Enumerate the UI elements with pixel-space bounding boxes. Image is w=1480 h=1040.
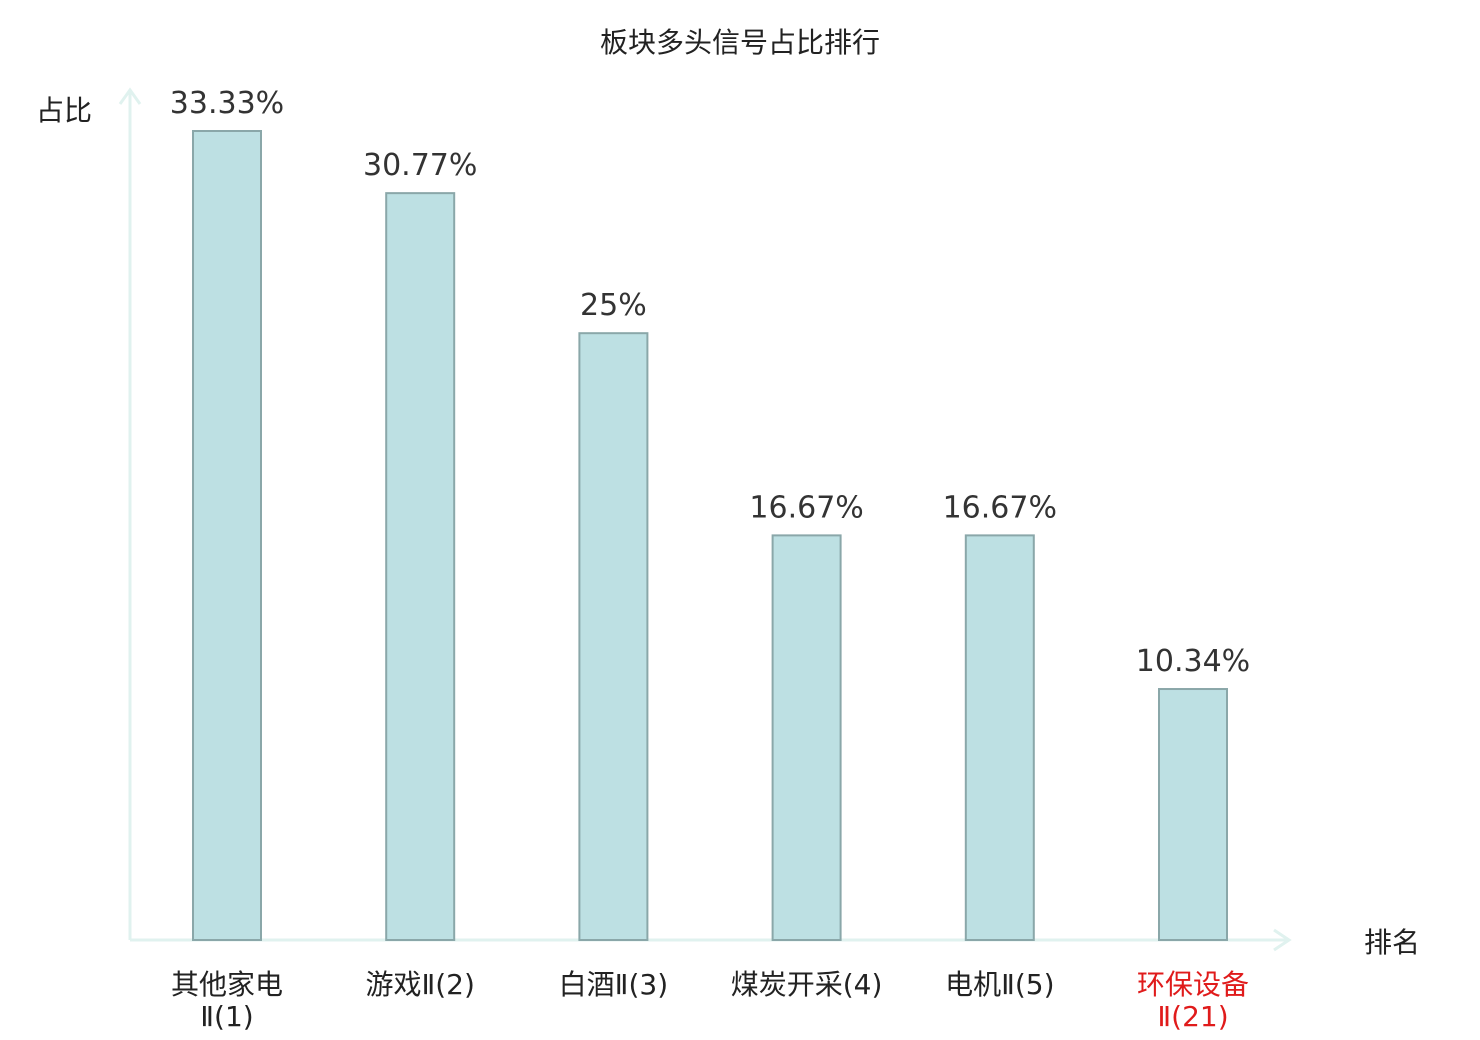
bar-5: [964, 534, 1035, 942]
x-axis-label: 排名: [1364, 926, 1420, 959]
bar-3: [578, 332, 649, 941]
category-label-1-line-2: Ⅱ(1): [200, 1000, 253, 1033]
y-axis-label: 占比: [36, 94, 92, 127]
value-label-2: 30.77%: [363, 148, 477, 183]
category-label-2: 游戏Ⅱ(2): [365, 968, 474, 1001]
category-label-3: 白酒Ⅱ(3): [559, 968, 668, 1001]
category-label-6-line-2: Ⅱ(21): [1157, 1000, 1228, 1033]
value-label-4: 16.67%: [749, 490, 863, 525]
value-label-5: 16.67%: [943, 490, 1057, 525]
bar-4: [771, 534, 842, 942]
value-label-3: 25%: [580, 288, 647, 323]
category-label-5: 电机Ⅱ(5): [945, 968, 1054, 1001]
value-labels-group: 33.33% 30.77% 25% 16.67% 16.67% 10.34%: [170, 86, 1250, 679]
bars-group: [192, 130, 1228, 942]
y-axis: [118, 87, 142, 940]
chart-title: 板块多头信号占比排行: [600, 26, 880, 59]
bar-2: [385, 192, 456, 942]
value-label-1: 33.33%: [170, 86, 284, 121]
bar-6: [1158, 688, 1228, 942]
x-axis: [130, 928, 1292, 952]
category-label-4: 煤炭开采(4): [731, 968, 883, 1001]
category-label-6-line-1: 环保设备: [1137, 968, 1249, 1001]
category-label-1-line-1: 其他家电: [171, 968, 283, 1001]
value-label-6: 10.34%: [1136, 644, 1250, 679]
bar-1: [192, 130, 262, 941]
